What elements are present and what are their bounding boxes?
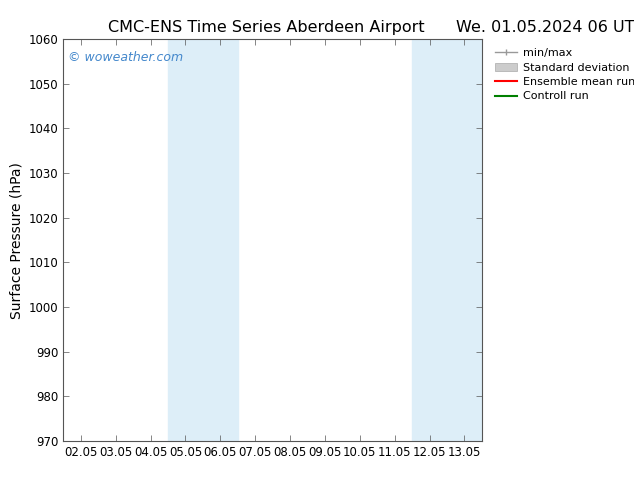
Text: CMC-ENS Time Series Aberdeen Airport: CMC-ENS Time Series Aberdeen Airport [108,20,425,35]
Text: We. 01.05.2024 06 UTC: We. 01.05.2024 06 UTC [456,20,634,35]
Text: © woweather.com: © woweather.com [68,51,183,64]
Bar [168,39,238,441]
Y-axis label: Surface Pressure (hPa): Surface Pressure (hPa) [10,162,23,318]
Legend: min/max, Standard deviation, Ensemble mean run, Controll run: min/max, Standard deviation, Ensemble me… [491,45,634,105]
Bar [412,39,482,441]
